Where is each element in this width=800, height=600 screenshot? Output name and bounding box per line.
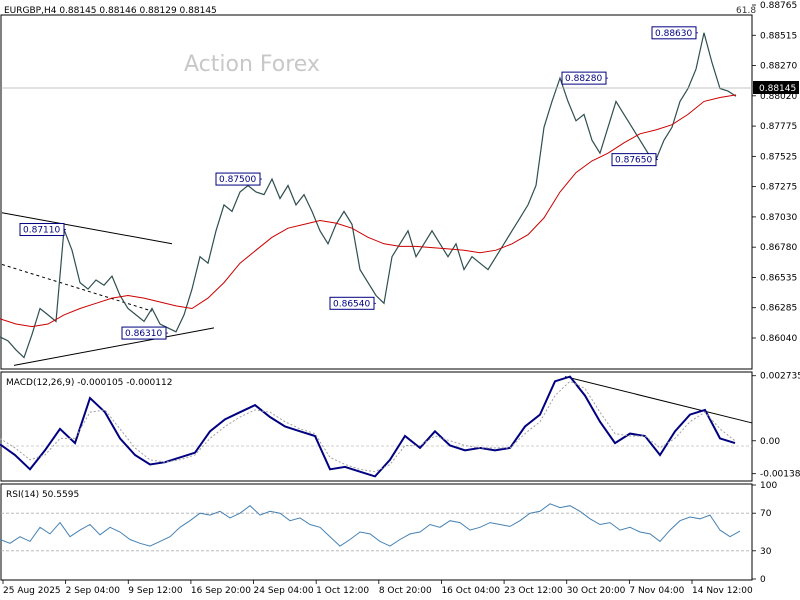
price-y-tick-label: 0.86040 — [760, 334, 797, 344]
rsi-line — [0, 503, 741, 547]
x-tick-label: 24 Sep 04:00 — [254, 586, 314, 596]
price-y-tick-label: 0.88515 — [760, 31, 797, 41]
macd-header: MACD(12,26,9) -0.000105 -0.000112 — [6, 378, 172, 388]
price-y-tick-label: 0.86285 — [760, 304, 797, 314]
price-trendline — [13, 327, 215, 366]
watermark: Action Forex — [184, 52, 320, 77]
rsi-levels — [1, 512, 752, 552]
price-annotations: 0.87110 0.86310 0.87500 0.86540 0.88280 0.876… — [19, 26, 698, 340]
x-tick-label: 16 Oct 04:00 — [441, 586, 500, 596]
annotation-label: 0.87110 — [23, 226, 60, 236]
moving-average-line — [0, 94, 737, 328]
price-header: EURGBP,H4 0.88145 0.88146 0.88129 0.8814… — [4, 6, 217, 16]
macd-trendline — [564, 376, 753, 424]
price-line — [0, 32, 737, 359]
rsi-y-axis: 100 70 30 0 — [752, 481, 777, 585]
rsi-y-tick-label: 100 — [760, 481, 777, 491]
macd-series — [0, 375, 736, 478]
price-y-tick-label: 0.88270 — [760, 62, 797, 72]
x-tick-label: 16 Sep 20:00 — [191, 586, 251, 596]
x-axis: 25 Aug 2025 2 Sep 04:00 9 Sep 12:00 16 Sep … — [2, 580, 753, 596]
price-y-tick-label: 0.86535 — [760, 273, 797, 283]
annotation-label: 0.87500 — [219, 175, 256, 185]
price-panel-frame — [0, 14, 753, 370]
x-tick-label: 14 Nov 12:00 — [692, 586, 753, 596]
macd-line — [0, 375, 736, 478]
macd-signal-line — [0, 380, 736, 473]
x-tick-label: 25 Aug 2025 — [3, 586, 61, 596]
current-price-box — [753, 81, 799, 94]
rsi-series — [0, 503, 741, 547]
annotation-label: 0.88630 — [655, 29, 692, 39]
price-dashed-trendline — [1, 263, 153, 312]
annotation-label: 0.88280 — [565, 74, 602, 84]
price-y-tick-label: 0.87775 — [760, 122, 797, 132]
rsi-panel-frame — [0, 483, 753, 581]
annotation-label: 0.86540 — [333, 299, 370, 309]
macd-trendlines — [564, 376, 753, 424]
price-y-tick-label: 0.87525 — [760, 152, 797, 162]
price-y-tick-label: 0.87275 — [760, 183, 797, 193]
rsi-y-tick-label: 70 — [760, 509, 772, 519]
x-tick-label: 2 Sep 04:00 — [66, 586, 121, 596]
annotation-label: 0.86310 — [125, 329, 162, 339]
x-tick-label: 8 Oct 20:00 — [379, 586, 432, 596]
x-tick-label: 1 Oct 12:00 — [316, 586, 369, 596]
price-y-tick-label: 0.87030 — [760, 213, 797, 223]
macd-panel-frame — [0, 371, 753, 482]
current-price-label: 0.88145 — [759, 84, 796, 94]
annotation-label: 0.87650 — [615, 156, 652, 166]
x-tick-label: 7 Nov 04:00 — [629, 586, 684, 596]
rsi-y-tick-label: 0 — [760, 575, 766, 585]
price-y-axis: 0.88765 0.88515 0.88270 0.88020 0.87775 0.875… — [752, 1, 797, 344]
price-y-tick-label: 0.88020 — [760, 92, 797, 102]
price-trendline — [1, 212, 173, 245]
x-tick-label: 30 Oct 20:00 — [567, 586, 626, 596]
x-tick-label: 9 Sep 12:00 — [128, 586, 183, 596]
price-trendlines — [1, 212, 215, 366]
price-series — [0, 32, 737, 359]
top-right-label: 61.8 — [736, 6, 756, 16]
macd-y-tick-label: 0.00 — [760, 437, 780, 447]
price-y-tick-label: 0.86780 — [760, 243, 797, 253]
macd-y-tick-label: -0.001384 — [760, 470, 800, 480]
price-y-tick-label: 0.88765 — [760, 1, 797, 11]
rsi-y-tick-label: 30 — [760, 547, 772, 557]
x-tick-label: 23 Oct 12:00 — [504, 586, 563, 596]
macd-y-tick-label: 0.002735 — [760, 372, 800, 382]
rsi-header: RSI(14) 50.5595 — [6, 490, 79, 500]
macd-y-axis: 0.002735 0.00 -0.001384 — [752, 372, 800, 480]
